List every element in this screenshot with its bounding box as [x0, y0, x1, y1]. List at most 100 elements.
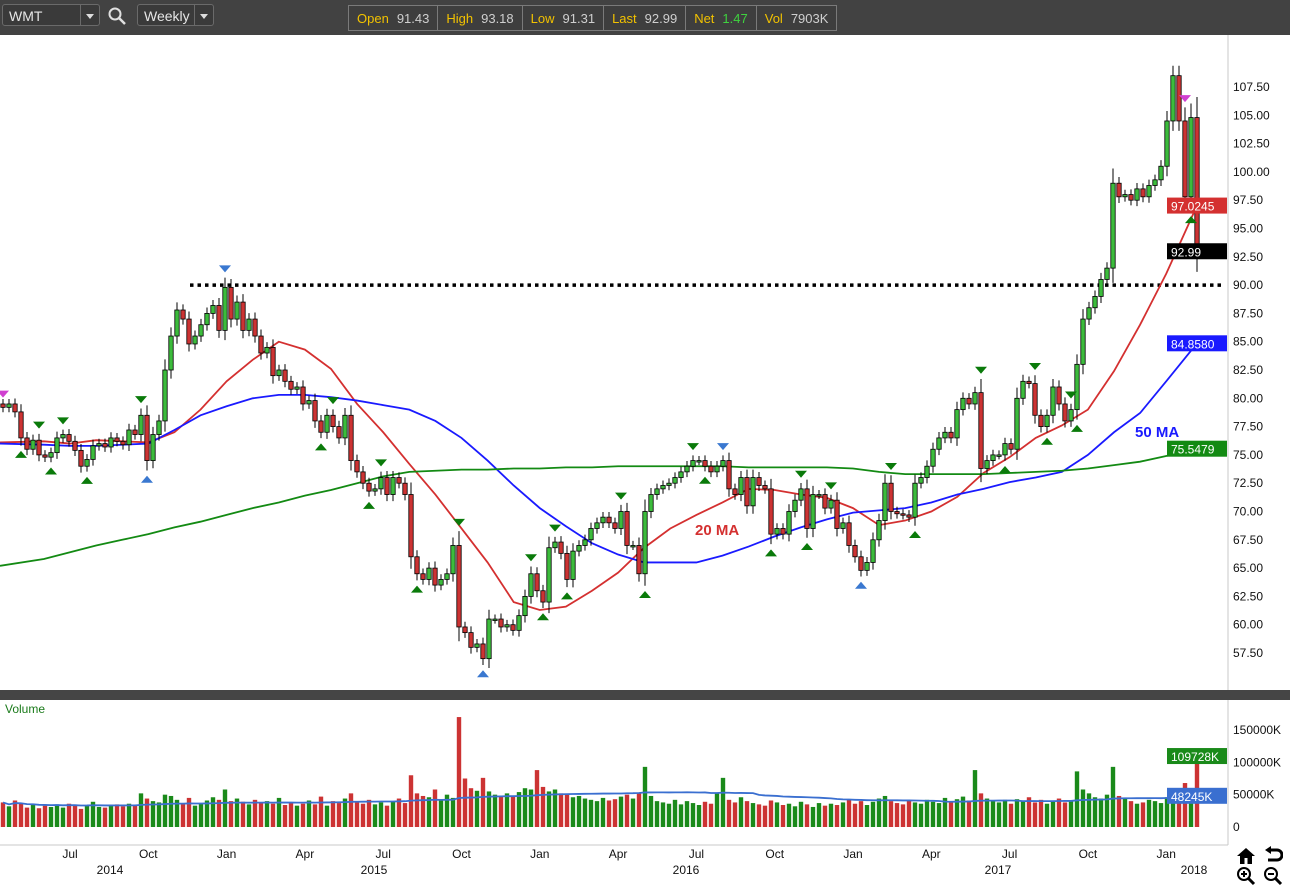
volume-bar [1014, 799, 1020, 827]
undo-icon[interactable] [1263, 846, 1283, 866]
volume-bar [390, 801, 396, 827]
interval-value[interactable]: Weekly [144, 8, 190, 24]
candle-body [672, 477, 678, 484]
candle-body [126, 429, 132, 446]
price-tick-label: 105.00 [1233, 108, 1270, 122]
candle [1092, 290, 1098, 314]
symbol-value[interactable]: WMT [9, 8, 43, 24]
candle [1158, 160, 1164, 186]
zoom-in-icon[interactable] [1236, 866, 1256, 886]
candle [1086, 301, 1092, 325]
candle [630, 540, 636, 550]
candle [156, 414, 162, 441]
candle [942, 427, 948, 444]
signal-down-triangle-icon [717, 443, 729, 451]
volume-tick-label: 50000K [1233, 788, 1274, 802]
candle-body [900, 513, 906, 516]
candle [282, 364, 288, 388]
candle [1080, 309, 1086, 375]
candle-body [156, 420, 162, 435]
candle [876, 513, 882, 547]
volume-bar [1062, 802, 1068, 827]
ma-value-badge-bg [1167, 197, 1227, 214]
volume-ma-line [2, 791, 1198, 807]
ma-value-badge: 84.8580 [1171, 337, 1215, 351]
candle-body [486, 618, 492, 660]
volume-bar [96, 806, 102, 827]
candle [858, 550, 864, 577]
volume-bar [1086, 793, 1092, 827]
candle [582, 534, 588, 551]
candle-body [174, 309, 180, 337]
candle-body [894, 511, 900, 515]
volume-bar [330, 801, 336, 827]
candle-body [294, 386, 300, 390]
candle [894, 506, 900, 519]
candle [726, 452, 732, 497]
candle [396, 472, 402, 489]
symbol-combobox[interactable]: WMT [2, 4, 100, 26]
candle-body [1056, 386, 1062, 405]
candle [792, 494, 798, 518]
candle-body [534, 573, 540, 592]
candle-body [1092, 296, 1098, 309]
candle [1146, 179, 1152, 203]
volume-bar [12, 800, 18, 827]
volume-bar [534, 770, 540, 827]
candle-body [570, 550, 576, 580]
quote-net: Net 1.47 [686, 6, 757, 30]
chevron-down-icon[interactable] [194, 5, 213, 25]
date-tick-label: Jan [843, 847, 862, 861]
candle [498, 613, 504, 633]
signal-down-triangle-icon [33, 421, 45, 429]
zoom-out-icon[interactable] [1263, 866, 1283, 886]
volume-bar [270, 803, 276, 827]
volume-bar [654, 801, 660, 827]
volume-bar [294, 805, 300, 827]
candle [180, 304, 186, 325]
candle [888, 475, 894, 520]
chevron-down-icon[interactable] [80, 5, 99, 25]
candle [384, 470, 390, 502]
date-tick-label: Oct [1079, 847, 1098, 861]
volume-bar [240, 801, 246, 827]
volume-ma-badge-bg [1167, 787, 1227, 804]
candle-body [786, 511, 792, 535]
volume-bar [216, 799, 222, 827]
volume-bar [48, 806, 54, 827]
candle-body [1032, 383, 1038, 416]
candle-body [1170, 75, 1176, 122]
candle [912, 474, 918, 526]
candle [576, 540, 582, 557]
volume-bar [870, 801, 876, 827]
home-icon[interactable] [1236, 846, 1256, 866]
volume-bar [426, 797, 432, 827]
candle [192, 330, 198, 350]
signal-up-triangle-icon [1041, 437, 1053, 445]
candle-body [384, 477, 390, 495]
volume-bar [1164, 797, 1170, 827]
candle-body [36, 439, 42, 456]
volume-bar [696, 805, 702, 827]
candle-body [510, 624, 516, 631]
search-icon[interactable] [107, 6, 127, 26]
volume-bar [1116, 795, 1122, 827]
candle-body [738, 477, 744, 495]
volume-bar [324, 805, 330, 827]
candle-body [354, 460, 360, 473]
volume-bar [1002, 799, 1008, 827]
candle [120, 436, 126, 450]
candle-body [96, 443, 102, 447]
candle-body [1050, 386, 1056, 416]
interval-combobox[interactable]: Weekly [137, 4, 214, 26]
volume-bar [642, 766, 648, 827]
volume-bar [846, 799, 852, 827]
volume-bar [168, 795, 174, 827]
candle [786, 504, 792, 542]
candle-body [1020, 380, 1026, 399]
quote-last: Last 92.99 [604, 6, 687, 30]
candle [540, 584, 546, 608]
year-label: 2016 [673, 863, 700, 877]
volume-bar [132, 805, 138, 827]
